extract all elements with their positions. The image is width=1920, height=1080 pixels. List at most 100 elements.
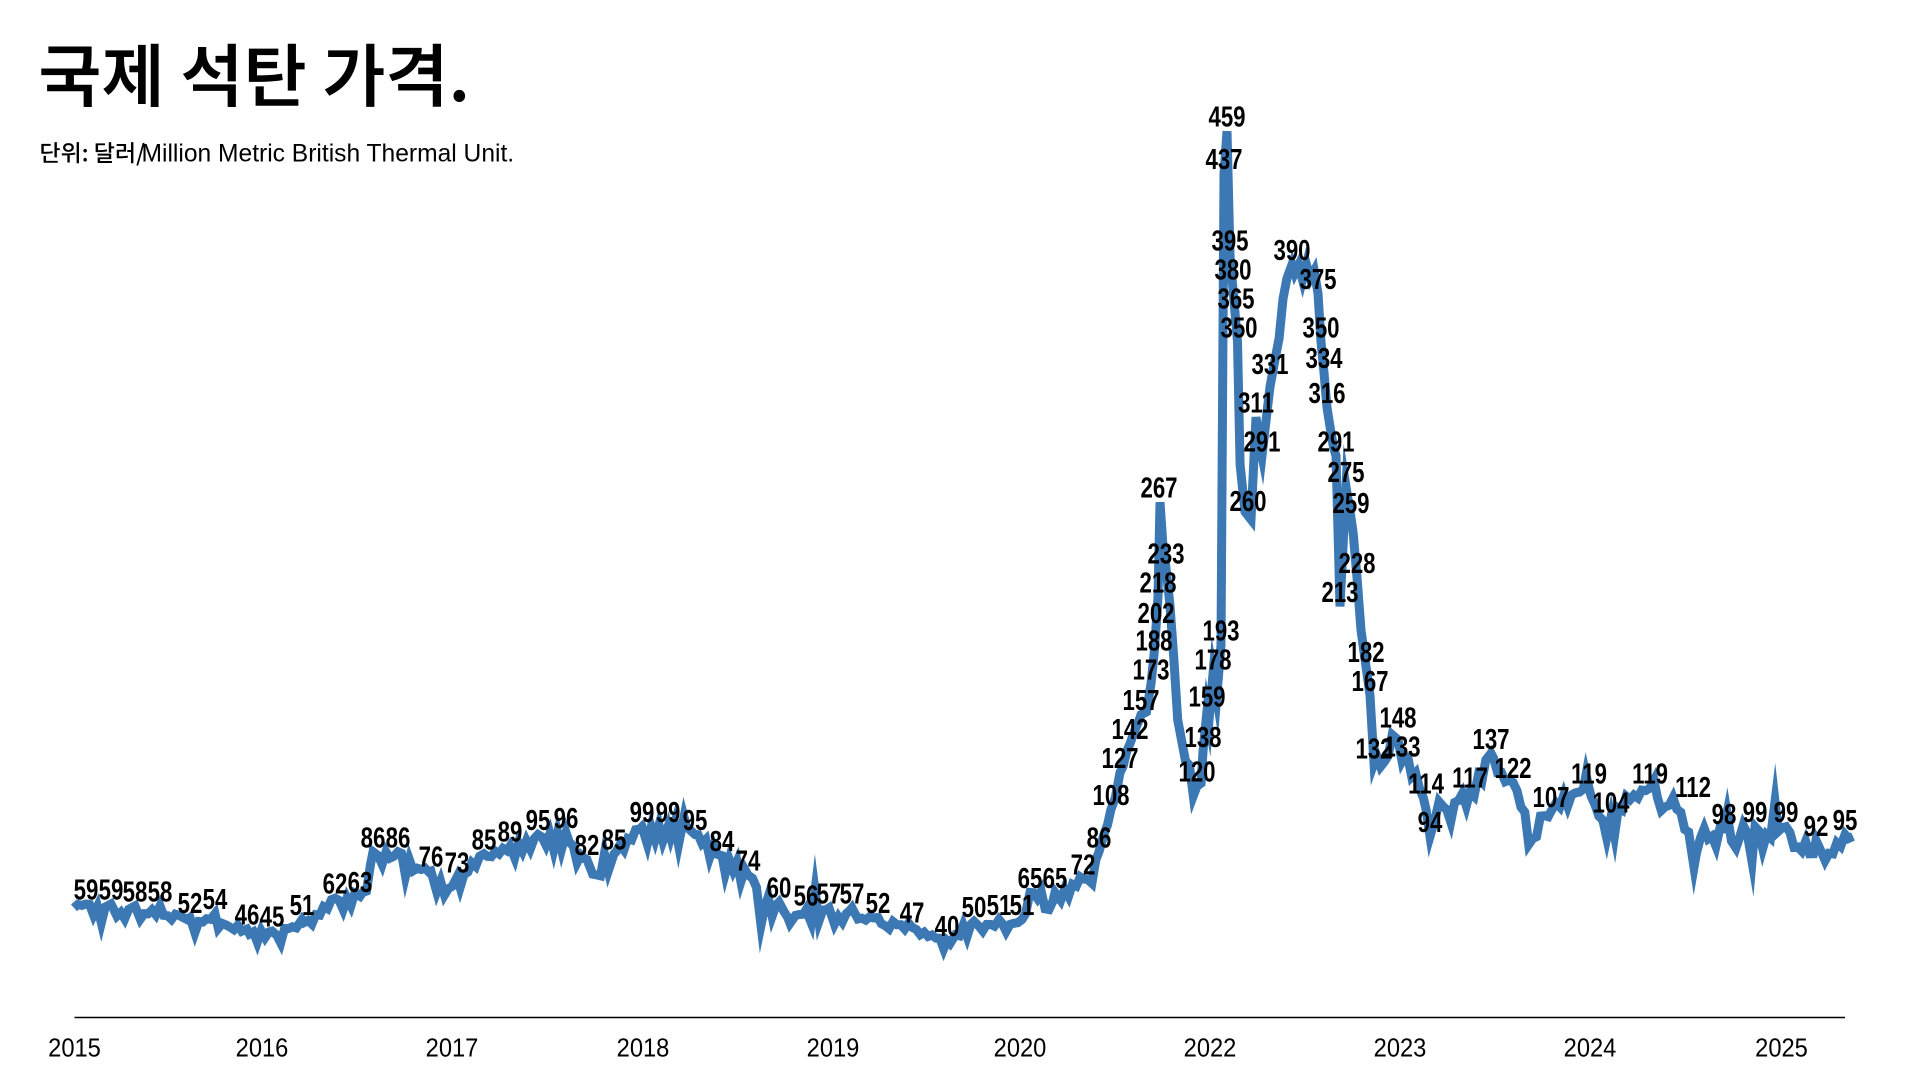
svg-text:138: 138 — [1184, 722, 1221, 753]
svg-text:2022: 2022 — [1184, 1035, 1237, 1063]
svg-text:50: 50 — [962, 892, 987, 923]
svg-text:92: 92 — [1804, 811, 1829, 842]
svg-text:459: 459 — [1208, 102, 1245, 133]
svg-text:86: 86 — [1087, 823, 1112, 854]
svg-text:2020: 2020 — [994, 1035, 1047, 1063]
svg-text:218: 218 — [1139, 568, 1176, 599]
svg-text:65: 65 — [1018, 863, 1043, 894]
svg-text:178: 178 — [1194, 645, 1231, 676]
svg-text:202: 202 — [1137, 599, 1174, 630]
svg-text:316: 316 — [1308, 378, 1345, 409]
svg-text:85: 85 — [472, 825, 497, 856]
svg-text:395: 395 — [1211, 226, 1248, 257]
svg-text:73: 73 — [445, 848, 470, 879]
svg-text:260: 260 — [1229, 487, 1266, 518]
svg-text:95: 95 — [683, 805, 708, 836]
svg-text:63: 63 — [348, 867, 373, 898]
svg-text:58: 58 — [148, 877, 173, 908]
svg-text:45: 45 — [260, 902, 285, 933]
svg-text:95: 95 — [1833, 805, 1858, 836]
svg-text:74: 74 — [736, 846, 761, 877]
svg-text:437: 437 — [1205, 145, 1242, 176]
svg-text:233: 233 — [1147, 539, 1184, 570]
svg-text:51: 51 — [1010, 890, 1035, 921]
svg-text:52: 52 — [178, 888, 203, 919]
svg-text:117: 117 — [1452, 763, 1488, 794]
svg-text:76: 76 — [419, 842, 444, 873]
svg-text:375: 375 — [1299, 264, 1336, 295]
svg-text:108: 108 — [1092, 780, 1129, 811]
svg-text:259: 259 — [1332, 489, 1369, 520]
svg-text:2019: 2019 — [807, 1035, 860, 1063]
svg-text:98: 98 — [1712, 800, 1737, 831]
svg-text:119: 119 — [1632, 759, 1668, 790]
svg-text:2024: 2024 — [1564, 1035, 1617, 1063]
svg-text:228: 228 — [1338, 548, 1375, 579]
svg-text:2025: 2025 — [1755, 1035, 1808, 1063]
svg-text:193: 193 — [1202, 616, 1239, 647]
svg-text:148: 148 — [1379, 703, 1416, 734]
svg-text:99: 99 — [656, 798, 681, 829]
svg-text:334: 334 — [1305, 344, 1343, 375]
svg-text:56: 56 — [794, 881, 819, 912]
svg-text:311: 311 — [1238, 388, 1274, 419]
svg-text:213: 213 — [1321, 577, 1358, 608]
svg-text:99: 99 — [1774, 798, 1799, 829]
svg-text:72: 72 — [1071, 850, 1096, 881]
svg-text:119: 119 — [1571, 759, 1607, 790]
svg-text:120: 120 — [1178, 757, 1215, 788]
svg-text:188: 188 — [1135, 626, 1172, 657]
svg-text:2017: 2017 — [426, 1035, 479, 1063]
svg-text:84: 84 — [710, 827, 735, 858]
svg-text:112: 112 — [1675, 773, 1711, 804]
svg-text:2018: 2018 — [617, 1035, 670, 1063]
svg-text:60: 60 — [767, 873, 792, 904]
svg-text:47: 47 — [900, 898, 925, 929]
svg-text:157: 157 — [1122, 686, 1159, 717]
svg-text:2015: 2015 — [48, 1035, 101, 1063]
svg-text:Million Metric British Thermal: Million Metric British Thermal Unit. — [142, 140, 515, 167]
svg-text:275: 275 — [1327, 458, 1364, 489]
svg-text:2016: 2016 — [236, 1035, 289, 1063]
svg-text:122: 122 — [1494, 753, 1531, 784]
svg-text:137: 137 — [1472, 724, 1509, 755]
svg-text:95: 95 — [526, 805, 551, 836]
svg-text:52: 52 — [866, 888, 891, 919]
svg-text:65: 65 — [1043, 863, 1068, 894]
svg-text:82: 82 — [575, 831, 600, 862]
svg-text:365: 365 — [1217, 284, 1254, 315]
svg-text:99: 99 — [630, 798, 655, 829]
svg-text:96: 96 — [554, 803, 579, 834]
svg-text:167: 167 — [1351, 666, 1388, 697]
svg-text:57: 57 — [817, 879, 842, 910]
svg-text:127: 127 — [1101, 744, 1138, 775]
svg-text:46: 46 — [235, 900, 260, 931]
svg-text:40: 40 — [935, 912, 960, 943]
svg-text:390: 390 — [1273, 235, 1310, 266]
svg-text:291: 291 — [1317, 427, 1354, 458]
svg-text:51: 51 — [987, 890, 1012, 921]
svg-text:132: 132 — [1355, 734, 1392, 765]
svg-text:114: 114 — [1408, 769, 1445, 800]
svg-text:331: 331 — [1251, 349, 1288, 380]
svg-text:350: 350 — [1302, 313, 1339, 344]
svg-text:99: 99 — [1743, 798, 1768, 829]
svg-text:94: 94 — [1418, 807, 1443, 838]
svg-text:291: 291 — [1243, 427, 1280, 458]
svg-text:142: 142 — [1111, 715, 1148, 746]
svg-text:85: 85 — [602, 825, 627, 856]
svg-text:59: 59 — [99, 875, 124, 906]
svg-text:86: 86 — [386, 823, 411, 854]
svg-text:380: 380 — [1214, 255, 1251, 286]
svg-text:104: 104 — [1592, 788, 1630, 819]
svg-text:57: 57 — [840, 879, 865, 910]
svg-text:173: 173 — [1132, 655, 1169, 686]
svg-text:133: 133 — [1383, 732, 1420, 763]
svg-text:86: 86 — [361, 823, 386, 854]
svg-text:350: 350 — [1220, 313, 1257, 344]
svg-text:2023: 2023 — [1374, 1035, 1427, 1063]
svg-text:59: 59 — [74, 875, 99, 906]
svg-text:267: 267 — [1140, 473, 1177, 504]
svg-text:51: 51 — [290, 890, 315, 921]
svg-text:159: 159 — [1188, 682, 1225, 713]
